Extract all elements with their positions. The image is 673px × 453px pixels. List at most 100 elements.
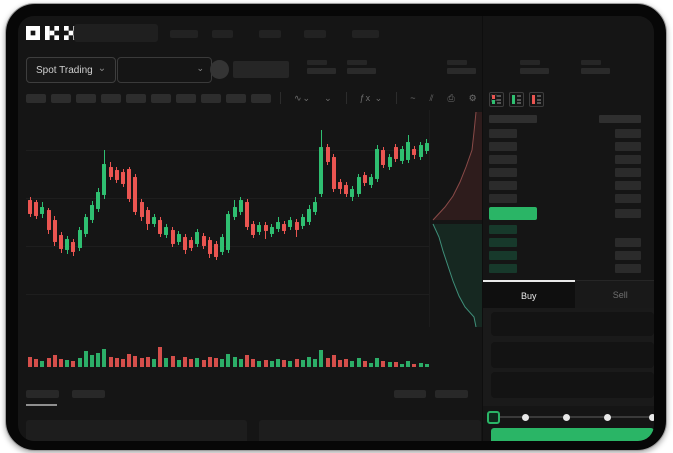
orderbook-both-icon[interactable] xyxy=(489,92,504,107)
timeframe-button[interactable] xyxy=(226,93,246,103)
chart-compare-icon[interactable]: ⌄ xyxy=(324,93,333,103)
timeframe-button[interactable] xyxy=(51,93,71,103)
orders-tab[interactable] xyxy=(72,390,105,398)
market-type-dropdown[interactable]: Spot Trading ⌄ xyxy=(26,57,117,83)
candle-body xyxy=(418,145,423,157)
depth-chart[interactable] xyxy=(429,110,483,328)
price-bar xyxy=(489,129,517,138)
orderbook-row[interactable] xyxy=(483,238,654,251)
candle-body xyxy=(201,236,206,246)
timeframe-button[interactable] xyxy=(76,93,96,103)
timeframe-button[interactable] xyxy=(126,93,146,103)
orderbook-row[interactable] xyxy=(483,142,654,155)
volume-bar xyxy=(381,361,386,367)
slider-track[interactable] xyxy=(493,416,652,418)
nav-item-placeholder[interactable] xyxy=(212,30,233,38)
orderbook-row[interactable] xyxy=(483,194,654,207)
nav-item-placeholder[interactable] xyxy=(352,30,379,38)
stat-label-bar xyxy=(307,60,327,65)
candle-body xyxy=(189,240,194,248)
nav-item-placeholder[interactable] xyxy=(304,30,326,38)
search-input[interactable] xyxy=(74,24,158,42)
volume-bar xyxy=(65,360,70,367)
nav-item-placeholder[interactable] xyxy=(170,30,198,38)
timeframe-button[interactable] xyxy=(176,93,196,103)
orderbook-row[interactable] xyxy=(483,168,654,181)
stat-value-bar xyxy=(307,68,336,74)
timeframe-button[interactable] xyxy=(101,93,121,103)
icon-line xyxy=(497,102,501,104)
slider-stop[interactable] xyxy=(649,413,654,421)
volume-bar xyxy=(269,361,274,367)
form-input-placeholder[interactable] xyxy=(491,312,654,336)
candle-body xyxy=(338,182,342,189)
pair-avatar[interactable] xyxy=(210,60,229,79)
nav-item-placeholder[interactable] xyxy=(259,30,281,38)
volume-bar xyxy=(28,357,32,367)
icon-line xyxy=(517,95,521,97)
candle-body xyxy=(170,230,175,244)
timeframe-button[interactable] xyxy=(151,93,171,103)
tab-sell[interactable]: Sell xyxy=(575,281,655,309)
slider-handle[interactable] xyxy=(486,411,500,424)
candle-body xyxy=(251,224,256,235)
candle-body xyxy=(424,143,429,151)
chart-area[interactable] xyxy=(26,117,429,332)
orders-field-placeholder[interactable] xyxy=(259,420,481,441)
volume-bar xyxy=(393,362,398,367)
buy-button[interactable] xyxy=(491,428,654,441)
slider-stop[interactable] xyxy=(522,413,530,421)
volume-bar xyxy=(387,362,392,367)
orderbook-bids-icon[interactable] xyxy=(509,92,524,107)
volume-bar xyxy=(183,357,187,367)
orderbook-row[interactable] xyxy=(483,181,654,194)
volume-bar xyxy=(121,359,125,367)
volume-bar xyxy=(114,358,119,367)
orderbook-row[interactable] xyxy=(483,251,654,264)
pair-dropdown[interactable]: ⌄ xyxy=(117,57,212,83)
candle-body xyxy=(90,205,94,220)
volume-bar xyxy=(313,359,318,367)
volume-bar xyxy=(325,358,330,367)
indicators-icon[interactable]: ƒx ⌄ xyxy=(359,93,384,103)
line-type-icon[interactable]: ~ xyxy=(410,93,417,103)
toolbar-separator xyxy=(396,92,398,104)
form-input-placeholder[interactable] xyxy=(491,342,654,368)
orderbook-asks-icon[interactable] xyxy=(529,92,544,107)
slider-stop[interactable] xyxy=(603,413,611,421)
candle-body xyxy=(276,222,280,229)
candle-style-icon[interactable]: ∿⌄ xyxy=(294,93,312,103)
candle-body xyxy=(102,164,107,195)
orderbook-row[interactable] xyxy=(483,225,654,238)
amount-slider[interactable] xyxy=(486,411,654,424)
timeframe-button[interactable] xyxy=(251,93,271,103)
slider-stop[interactable] xyxy=(562,413,570,421)
price-bar xyxy=(489,251,517,260)
volume-bar xyxy=(338,360,342,367)
screenshot-icon[interactable]: ⎙ xyxy=(447,93,456,103)
orders-filter-placeholder[interactable] xyxy=(435,390,468,398)
orderbook-row[interactable] xyxy=(483,129,654,142)
timeframe-button[interactable] xyxy=(201,93,221,103)
candle-body xyxy=(325,147,330,162)
candle-body xyxy=(269,227,274,234)
volume-bar xyxy=(300,360,305,367)
orderbook-row[interactable] xyxy=(483,264,654,277)
tab-buy[interactable]: Buy xyxy=(483,280,575,309)
orders-field-placeholder[interactable] xyxy=(26,420,247,441)
candle-body xyxy=(108,167,113,177)
stat-value-bar xyxy=(347,68,376,74)
form-input-placeholder[interactable] xyxy=(491,372,654,398)
candle-body xyxy=(313,202,318,212)
candle-body xyxy=(127,169,132,199)
orderbook-row[interactable] xyxy=(483,155,654,168)
timeframe-button[interactable] xyxy=(26,93,46,103)
orders-tab-active[interactable] xyxy=(26,390,59,398)
candle-body xyxy=(77,230,82,248)
volume-bar xyxy=(356,358,361,367)
volume-bar xyxy=(145,357,150,367)
chart-settings-icon[interactable]: ⚙ xyxy=(468,93,478,103)
volume-bar xyxy=(226,354,231,367)
draw-tool-icon[interactable]: ⫽ xyxy=(429,93,435,103)
orders-filter-placeholder[interactable] xyxy=(394,390,426,398)
